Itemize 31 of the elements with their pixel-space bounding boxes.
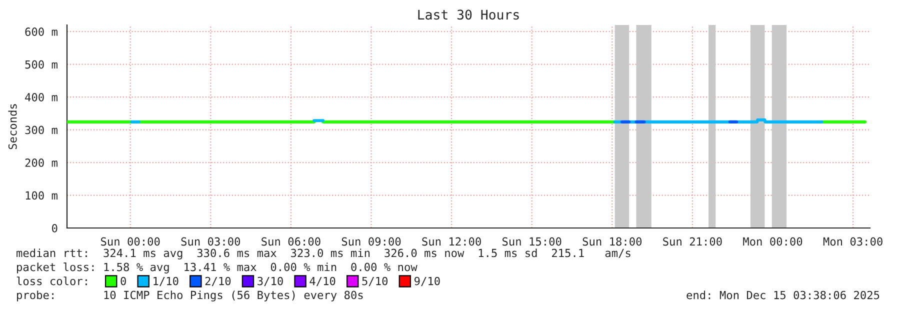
legend-label: 9/10 bbox=[414, 276, 440, 286]
text: probe: 10 ICMP Echo Pings (56 Bytes) every 80s bbox=[17, 290, 363, 302]
legend-label: 5/10 bbox=[362, 276, 388, 286]
x-tick-label: Sun 12:00 bbox=[422, 237, 481, 246]
x-tick-label: Sun 21:00 bbox=[663, 237, 722, 246]
legend-title: loss color: bbox=[16, 276, 87, 286]
y-tick-label: 100 m bbox=[26, 191, 58, 200]
y-tick-label: 300 m bbox=[25, 126, 58, 134]
y-tick-label: 600 m bbox=[25, 28, 58, 36]
chart-title: Last 30 Hours bbox=[418, 10, 519, 20]
y-axis-title: Seconds bbox=[8, 104, 17, 150]
y-tick-label: 0 bbox=[52, 224, 58, 232]
x-tick-label: Sun 18:00 bbox=[582, 237, 642, 246]
legend-label: 0 bbox=[120, 276, 126, 286]
x-tick-label: Sun 03:00 bbox=[181, 237, 240, 246]
x-tick-label: Mon 00:00 bbox=[743, 237, 802, 246]
x-tick-label: Mon 03:00 bbox=[823, 237, 882, 246]
y-tick-label: 500 m bbox=[25, 60, 58, 69]
x-tick-label: Sun 09:00 bbox=[342, 237, 401, 246]
x-tick-label: Sun 00:00 bbox=[101, 237, 160, 246]
text: packet loss: 1.58 % avg 13.41 % max 0.00 % min 0.00 % now bbox=[17, 262, 418, 274]
legend-label: 1/10 bbox=[154, 276, 178, 286]
text: end: Mon Dec 15 03:38:06 2025 bbox=[686, 290, 880, 300]
legend-label: 2/10 bbox=[205, 276, 231, 286]
legend-label: 3/10 bbox=[258, 276, 283, 286]
legend-label: 4/10 bbox=[310, 276, 336, 286]
x-tick-label: Sun 15:00 bbox=[502, 237, 562, 246]
x-tick-label: Sun 06:00 bbox=[262, 237, 320, 246]
y-tick-label: 400 m bbox=[25, 93, 58, 102]
text: median rtt: 324.1 ms avg 330.6 ms max 323.0 ms min 326.0 ms now 1.5 ms sd 215.1 am/s bbox=[16, 248, 630, 260]
y-tick-label: 200 m bbox=[25, 158, 58, 167]
